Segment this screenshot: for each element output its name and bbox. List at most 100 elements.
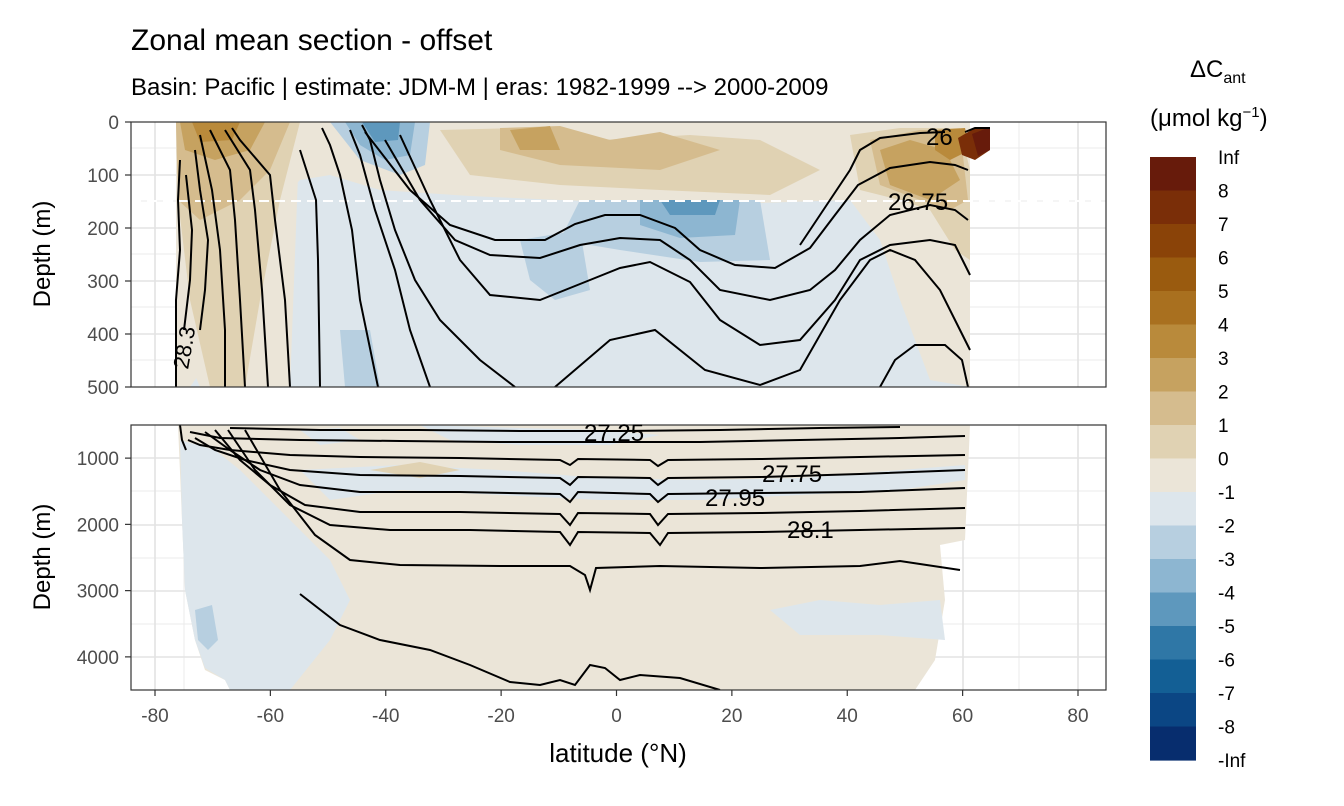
upper-panel-border xyxy=(130,121,1107,388)
y-tick-label: 3000 xyxy=(77,582,119,603)
field-band-4-5-south xyxy=(192,122,240,142)
isopycnal-upper-16 xyxy=(799,131,946,246)
isopycnal-upper-13 xyxy=(399,134,971,347)
isopycnal-upper-3 xyxy=(194,149,210,331)
legend-swatch xyxy=(1150,425,1196,460)
isopycnal-upper-6 xyxy=(224,129,269,387)
y-tick-label: 4000 xyxy=(77,648,119,669)
y-tick-label: 300 xyxy=(87,272,119,293)
y-axis-title-lower: Depth (m) xyxy=(29,504,56,611)
colour-legend: Inf 8 7 6 5 4 3 2 1 0 -1 -2 -3 -4 -5 -6 -7 -8 -Inf xyxy=(1150,148,1246,772)
y-tick-label: 2000 xyxy=(77,515,119,536)
isopycnal-label-27-75: 27.75 xyxy=(762,461,822,488)
lower-panel-isopycnals xyxy=(179,425,966,690)
legend-label: -8 xyxy=(1218,718,1235,739)
field-lower-zero-negative-south xyxy=(180,440,350,690)
isopycnal-label-27-95: 27.95 xyxy=(705,485,765,512)
legend-label: -1 xyxy=(1218,483,1235,504)
legend-label: -7 xyxy=(1218,684,1235,705)
isopycnal-upper-12 xyxy=(554,248,971,387)
legend-swatch xyxy=(1150,324,1196,359)
isopycnal-upper-4 xyxy=(199,134,226,387)
isopycnal-upper-1 xyxy=(175,159,182,387)
isopycnal-label-26-75: 26.75 xyxy=(888,189,948,216)
legend-label: 4 xyxy=(1218,316,1229,337)
field-band-4-5-north xyxy=(935,128,970,160)
legend-label: 8 xyxy=(1218,182,1229,203)
x-tick-label: 60 xyxy=(952,706,973,727)
legend-label: 2 xyxy=(1218,383,1229,404)
legend-swatch xyxy=(1150,626,1196,661)
legend-unit: (μmol kg−1) xyxy=(1150,104,1268,133)
isopycnal-upper-10 xyxy=(349,129,431,387)
y-tick-label: 100 xyxy=(87,166,119,187)
legend-label: 7 xyxy=(1218,215,1229,236)
legend-swatch xyxy=(1150,224,1196,259)
y-tick-label: 200 xyxy=(87,219,119,240)
chart-title: Zonal mean section - offset xyxy=(131,24,493,57)
x-tick-label: 80 xyxy=(1067,706,1088,727)
isopycnal-lower-9 xyxy=(299,593,721,690)
y-tick-label: 400 xyxy=(87,325,119,346)
y-tick-label: 0 xyxy=(108,113,119,134)
field-band-3-4-north xyxy=(880,140,960,200)
x-tick-label: -20 xyxy=(487,706,514,727)
legend-title: ΔCant xyxy=(1190,56,1246,88)
legend-label: -4 xyxy=(1218,584,1235,605)
legend-unit-exponent: −1 xyxy=(1242,104,1260,121)
y-tick-label: 500 xyxy=(87,378,119,399)
x-axis-title: latitude (°N) xyxy=(549,738,687,768)
field-lower-neg-1-2 xyxy=(195,605,218,650)
upper-panel-isopycnals xyxy=(175,124,990,387)
field-band-3-4-central xyxy=(510,126,560,150)
field-lower-pos-1-2 xyxy=(370,462,460,478)
isopycnal-upper-9 xyxy=(321,127,379,387)
isopycnal-lower-4 xyxy=(204,431,966,504)
legend-swatch xyxy=(1150,157,1196,192)
legend-swatch xyxy=(1150,492,1196,527)
isopycnal-lower-1 xyxy=(244,429,961,594)
chart-subtitle: Basin: Pacific | estimate: JDM-M | eras:… xyxy=(131,74,829,101)
x-tick-label: 40 xyxy=(837,706,858,727)
legend-swatch xyxy=(1150,592,1196,627)
legend-swatch xyxy=(1150,659,1196,694)
lower-panel-border xyxy=(130,424,1107,691)
axes: -80 -60 -40 -20 0 20 40 60 80 0 100 200 300 400 500 100… xyxy=(77,113,1089,727)
legend-label: -2 xyxy=(1218,517,1235,538)
legend-title-subscript: ant xyxy=(1223,69,1246,87)
lower-panel: 27.25 27.75 27.95 28.1 xyxy=(130,420,1107,691)
isopycnal-lower-6 xyxy=(187,439,966,468)
legend-label: 6 xyxy=(1218,249,1229,270)
y-axis-title-upper: Depth (m) xyxy=(29,201,56,308)
isopycnal-upper-17 xyxy=(964,127,990,133)
x-tick-label: -80 xyxy=(141,706,168,727)
legend-label: Inf xyxy=(1218,148,1240,169)
isopycnal-label-27-25: 27.25 xyxy=(584,420,644,447)
legend-label: -3 xyxy=(1218,550,1235,571)
legend-swatch xyxy=(1150,391,1196,426)
legend-swatch xyxy=(1150,458,1196,493)
legend-swatch xyxy=(1150,291,1196,326)
legend-label: 1 xyxy=(1218,416,1229,437)
field-band-2-3-central xyxy=(500,126,720,170)
isopycnal-lower-2 xyxy=(227,429,966,547)
legend-swatch xyxy=(1150,358,1196,393)
isopycnal-lower-7 xyxy=(189,431,966,443)
x-tick-label: -60 xyxy=(257,706,284,727)
isopycnal-upper-18 xyxy=(879,344,969,387)
legend-label: -5 xyxy=(1218,617,1235,638)
upper-panel: 26 26.75 28.3 xyxy=(130,121,1107,388)
upper-panel-field xyxy=(176,122,990,387)
legend-unit-pre: (μmol kg xyxy=(1150,105,1243,132)
x-tick-label: 0 xyxy=(611,706,622,727)
legend-label: 3 xyxy=(1218,349,1229,370)
legend-label: -6 xyxy=(1218,651,1235,672)
isopycnal-lower-3 xyxy=(214,429,966,527)
isopycnal-upper-15 xyxy=(364,131,969,270)
legend-swatch xyxy=(1150,726,1196,761)
isopycnal-lower-8 xyxy=(229,426,901,432)
isopycnal-label-28-1: 28.1 xyxy=(787,517,834,544)
legend-label: 5 xyxy=(1218,282,1229,303)
legend-swatch xyxy=(1150,693,1196,728)
